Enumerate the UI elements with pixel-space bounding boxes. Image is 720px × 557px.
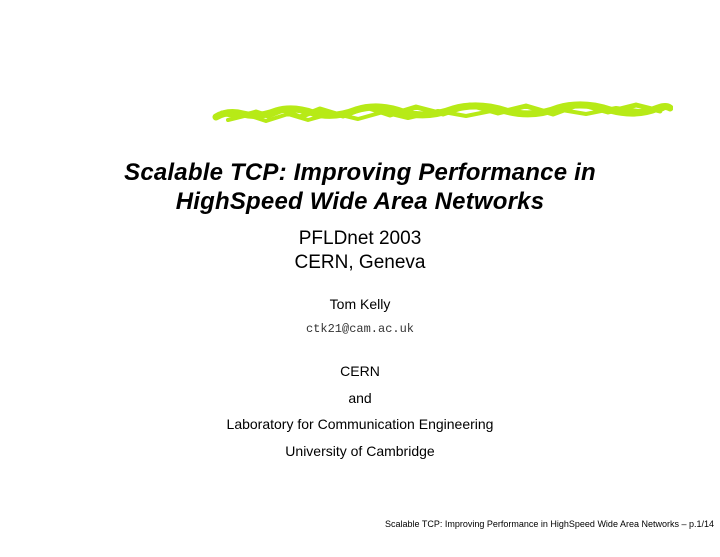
slide-subtitle: PFLDnet 2003 CERN, Geneva [0, 227, 720, 276]
affil-line-4: University of Cambridge [0, 438, 720, 465]
title-line-2: HighSpeed Wide Area Networks [0, 187, 720, 216]
slide: Scalable TCP: Improving Performance in H… [0, 0, 720, 557]
affiliation: CERN and Laboratory for Communication En… [0, 358, 720, 464]
slide-title: Scalable TCP: Improving Performance in H… [0, 158, 720, 217]
affil-line-3: Laboratory for Communication Engineering [0, 411, 720, 438]
page-footer: Scalable TCP: Improving Performance in H… [385, 519, 714, 529]
slide-body: Scalable TCP: Improving Performance in H… [0, 158, 720, 464]
affil-line-2: and [0, 385, 720, 412]
subtitle-line-1: PFLDnet 2003 [0, 227, 720, 252]
brush-stroke [208, 92, 673, 132]
affil-line-1: CERN [0, 358, 720, 385]
author-name: Tom Kelly [0, 296, 720, 312]
author-email: ctk21@cam.ac.uk [0, 322, 720, 336]
title-line-1: Scalable TCP: Improving Performance in [0, 158, 720, 187]
subtitle-line-2: CERN, Geneva [0, 251, 720, 276]
